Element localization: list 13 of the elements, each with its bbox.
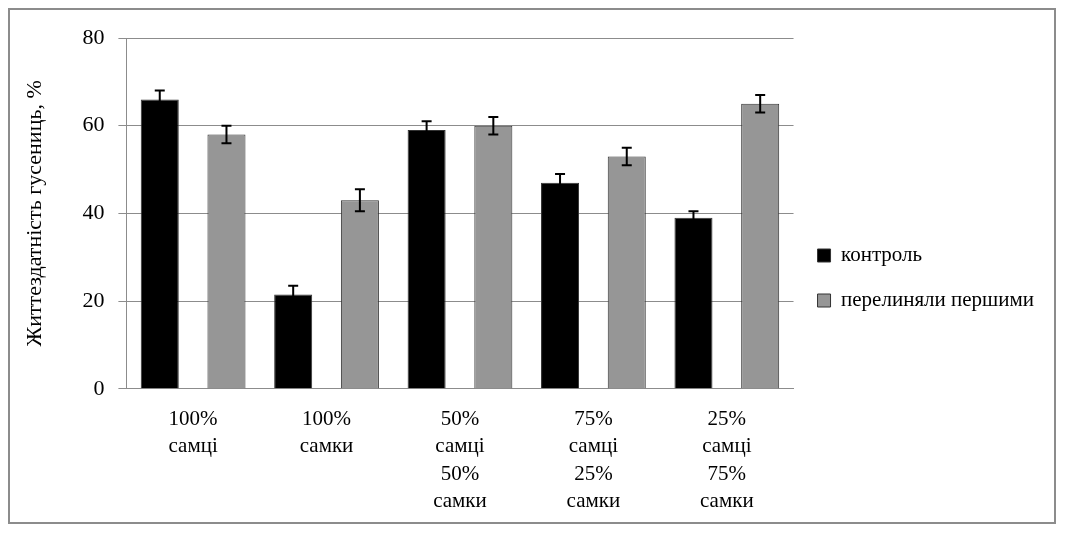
y-tick-label: 60 — [82, 111, 105, 137]
y-tick-label: 0 — [93, 374, 105, 400]
x-tick-label: 100% самки — [299, 405, 354, 458]
y-tick-label: 40 — [82, 199, 105, 225]
x-tick-label: 50% самці 50% самки — [433, 405, 487, 512]
legend-label: контроль — [841, 242, 923, 267]
y-axis-title: Життездатність гусениць, % — [20, 80, 46, 347]
y-tick-label: 20 — [82, 286, 105, 312]
x-tick-label: 100% самці — [168, 405, 218, 458]
x-tick-label: 25% самці 75% самки — [700, 405, 754, 512]
x-tick-label: 75% самці 25% самки — [566, 405, 621, 512]
legend-label: перелиняли першими — [841, 287, 1035, 312]
y-tick-label: 80 — [82, 23, 105, 49]
